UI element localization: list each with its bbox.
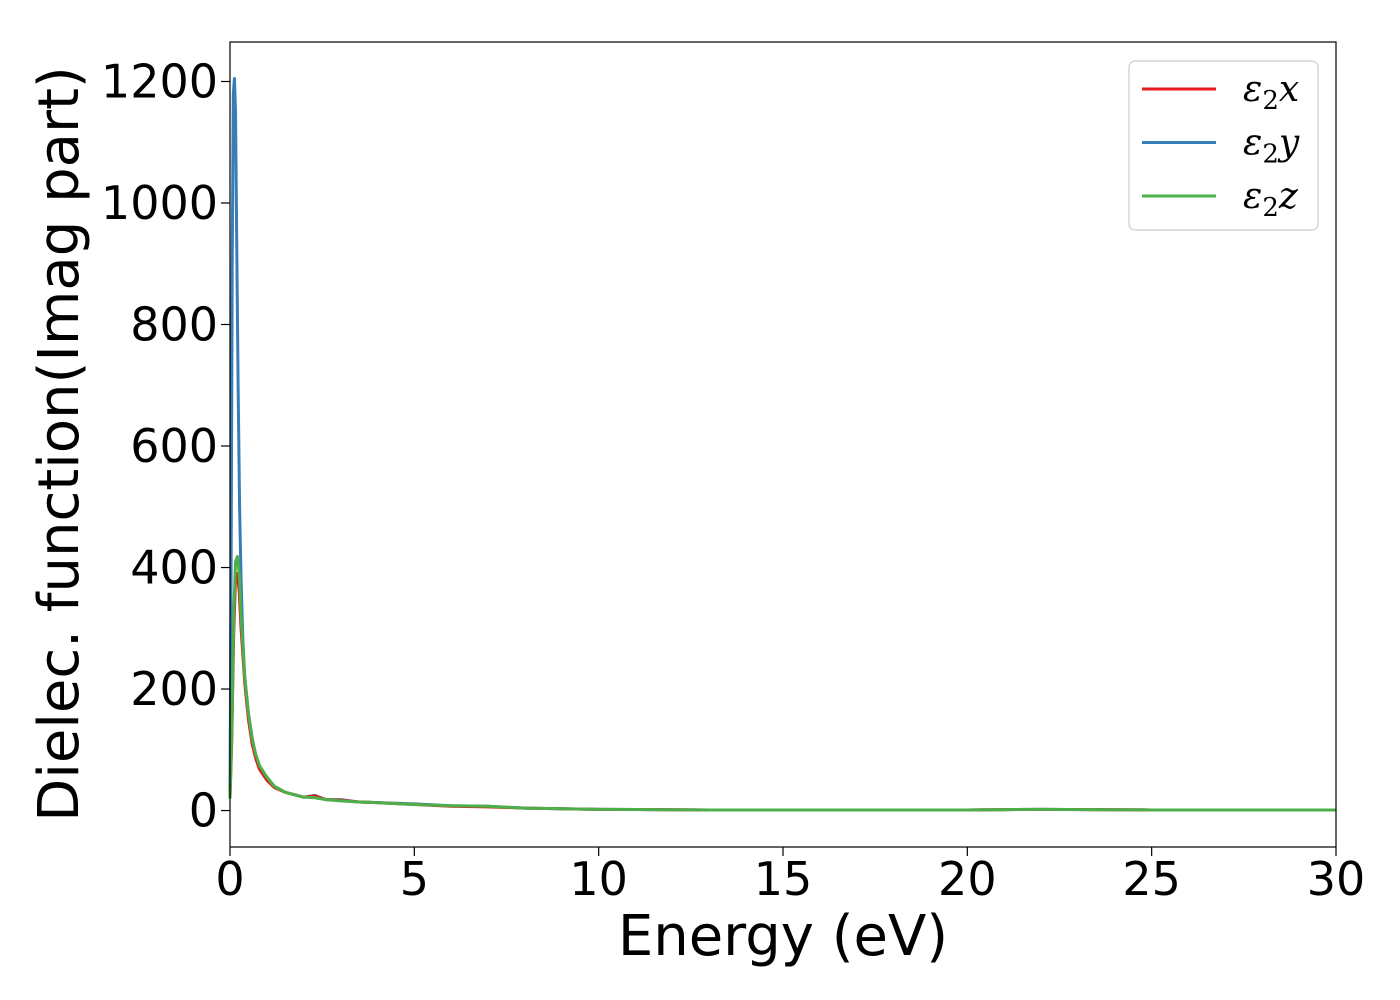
legend-label-z: ε2z <box>1243 176 1299 223</box>
x-tick-label: 15 <box>754 852 813 906</box>
legend-subscript: 2 <box>1262 86 1279 116</box>
series-layer <box>228 76 1336 812</box>
legend-label-x: ε2x <box>1243 69 1299 116</box>
legend-variable: x <box>1279 69 1299 110</box>
x-tick-label: 30 <box>1307 852 1366 906</box>
y-tick-label: 1200 <box>101 54 218 108</box>
y-axis-title: Dielec. function(Imag part) <box>27 66 92 822</box>
y-tick-label: 600 <box>130 419 218 473</box>
legend-symbol: ε <box>1243 176 1262 217</box>
legend-frame <box>1128 60 1319 231</box>
legend-variable: z <box>1278 176 1299 217</box>
legend-variable: y <box>1277 123 1300 164</box>
y-tick-label: 400 <box>130 541 218 595</box>
y-axis-ticks: 0 200 400 600 800 1000 1200 <box>101 54 230 838</box>
legend-subscript: 2 <box>1262 193 1279 223</box>
legend-label-y: ε2y <box>1243 123 1300 170</box>
legend-subscript: 2 <box>1262 140 1279 170</box>
x-tick-label: 20 <box>938 852 997 906</box>
x-tick-label: 10 <box>569 852 628 906</box>
y-tick-label: 800 <box>130 298 218 352</box>
x-tick-label: 5 <box>400 852 429 906</box>
y-tick-label: 1000 <box>101 176 218 230</box>
x-tick-label: 0 <box>215 852 244 906</box>
x-tick-label: 25 <box>1122 852 1181 906</box>
legend-symbol: ε <box>1243 69 1262 110</box>
legend-symbol: ε <box>1243 123 1262 164</box>
x-axis-ticks: 0 5 10 15 20 25 30 <box>215 847 1365 906</box>
series-line-z <box>228 555 1336 812</box>
y-tick-label: 0 <box>189 784 218 838</box>
y-tick-label: 200 <box>130 662 218 716</box>
x-axis-title: Energy (eV) <box>618 904 948 969</box>
